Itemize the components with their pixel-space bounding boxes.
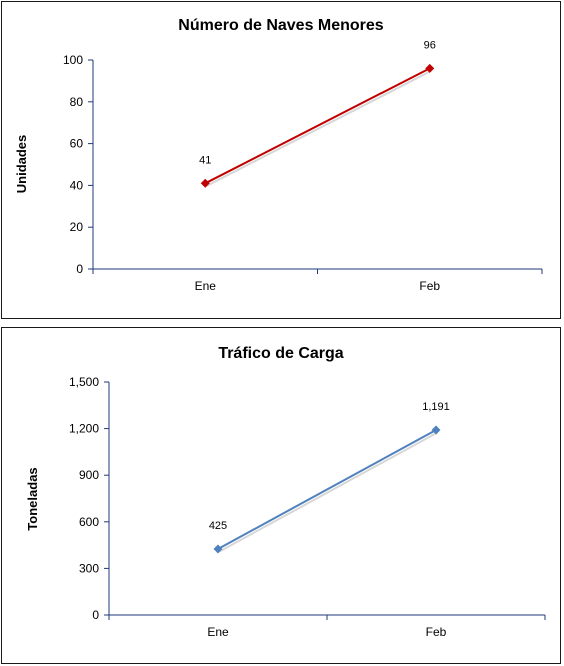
- data-label: 96: [424, 39, 436, 51]
- chart-carga-svg: Tráfico de Carga Toneladas 0 300 600 900 1,200…: [25, 345, 546, 639]
- data-point-marker: [425, 63, 435, 73]
- chart-panel-naves: Número de Naves Menores Unidades 0 20 40 60 80…: [1, 1, 561, 319]
- data-label: 425: [209, 520, 227, 532]
- chart-naves-svg: Número de Naves Menores Unidades 0 20 40 60 80…: [14, 17, 543, 293]
- y-axis-label: Toneladas: [25, 467, 40, 530]
- chart-title: Número de Naves Menores: [178, 17, 384, 34]
- y-axis-label: Unidades: [14, 135, 29, 194]
- y-tick-label: 0: [76, 262, 83, 276]
- x-tick-label: Ene: [207, 625, 229, 639]
- series-line: [217, 429, 437, 550]
- chart-panel-carga: Tráfico de Carga Toneladas 0 300 600 900 1,200…: [1, 327, 561, 664]
- y-tick-label: 60: [70, 137, 84, 151]
- data-label: 41: [199, 154, 211, 166]
- y-tick-label: 40: [70, 178, 84, 192]
- x-tick-label: Feb: [419, 279, 440, 293]
- x-tick-label: Feb: [426, 625, 447, 639]
- y-tick-label: 100: [63, 53, 83, 67]
- y-tick-label: 20: [70, 220, 84, 234]
- data-point-marker: [431, 425, 441, 435]
- data-point-marker: [200, 178, 210, 188]
- y-tick-label: 80: [70, 95, 84, 109]
- y-tick-label: 1,500: [69, 375, 99, 389]
- y-tick-label: 1,200: [69, 422, 99, 436]
- y-tick-label: 0: [92, 608, 99, 622]
- data-label: 1,191: [422, 401, 450, 413]
- y-tick-label: 900: [79, 468, 99, 482]
- x-tick-label: Ene: [195, 279, 217, 293]
- series-line-shadow: [206, 69, 432, 187]
- series-line-shadow: [219, 431, 438, 553]
- y-tick-label: 600: [79, 515, 99, 529]
- y-tick-label: 300: [79, 561, 99, 575]
- series-line: [204, 67, 431, 185]
- chart-title: Tráfico de Carga: [218, 345, 343, 362]
- data-point-marker: [213, 544, 223, 554]
